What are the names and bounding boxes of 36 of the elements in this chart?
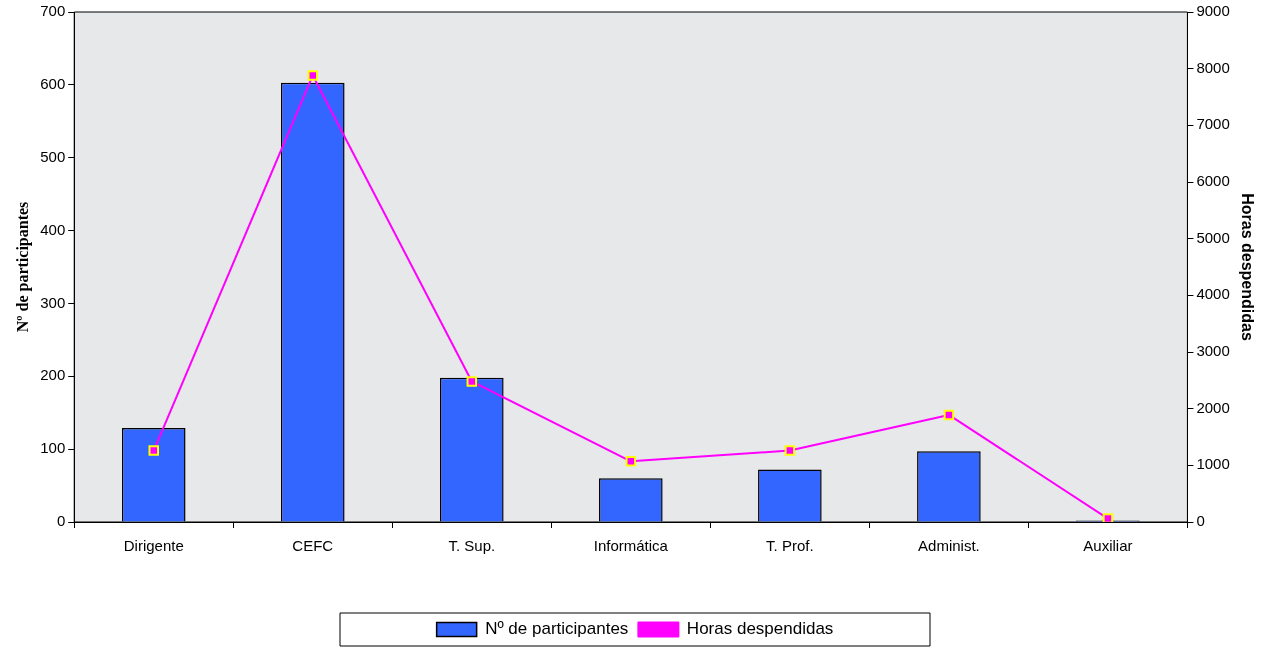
y2-tick-label: 3000 (1196, 342, 1230, 360)
x-tick-label: T. Sup. (448, 537, 496, 555)
y-tick-label: 700 (40, 2, 66, 20)
y2-axis-title: Horas despendidas (1238, 193, 1256, 341)
point (307, 70, 319, 81)
point (466, 376, 478, 387)
y2-tick-label: 9000 (1196, 2, 1230, 20)
y-tick-label: 0 (56, 512, 66, 530)
point (148, 445, 159, 456)
point (625, 456, 637, 467)
point (784, 445, 796, 456)
y2-tick-label: 6000 (1196, 172, 1230, 190)
point (943, 409, 955, 421)
y2-tick-label: 7000 (1196, 115, 1230, 133)
legend-label: Nº de participantes (485, 619, 629, 639)
y-tick-label: 500 (40, 147, 66, 165)
x-tick-label: Auxiliar (1083, 537, 1133, 555)
y-tick-label: 100 (40, 439, 66, 457)
y-tick-label: 300 (40, 293, 66, 311)
x-tick-label: CEFC (292, 537, 334, 555)
legend-label: Horas despendidas (686, 619, 834, 639)
y2-tick-label: 5000 (1196, 228, 1230, 246)
x-tick-label: Administ. (918, 537, 980, 555)
y2-tick-label: 2000 (1196, 398, 1230, 416)
x-tick-label: T. Prof. (766, 537, 814, 555)
x-tick-label: Dirigente (123, 537, 184, 555)
y2-tick-label: 0 (1196, 512, 1205, 530)
y-tick-label: 600 (40, 75, 66, 92)
y2-tick-label: 8000 (1196, 58, 1230, 76)
y2-tick-label: 4000 (1196, 285, 1230, 303)
point (1102, 513, 1114, 522)
y-tick-label: 400 (40, 220, 66, 238)
y-tick-label: 200 (40, 366, 66, 384)
x-tick-label: Informática (593, 537, 669, 555)
y2-tick-label: 1000 (1196, 455, 1230, 473)
y-axis-title: Nº de participantes (13, 201, 32, 333)
